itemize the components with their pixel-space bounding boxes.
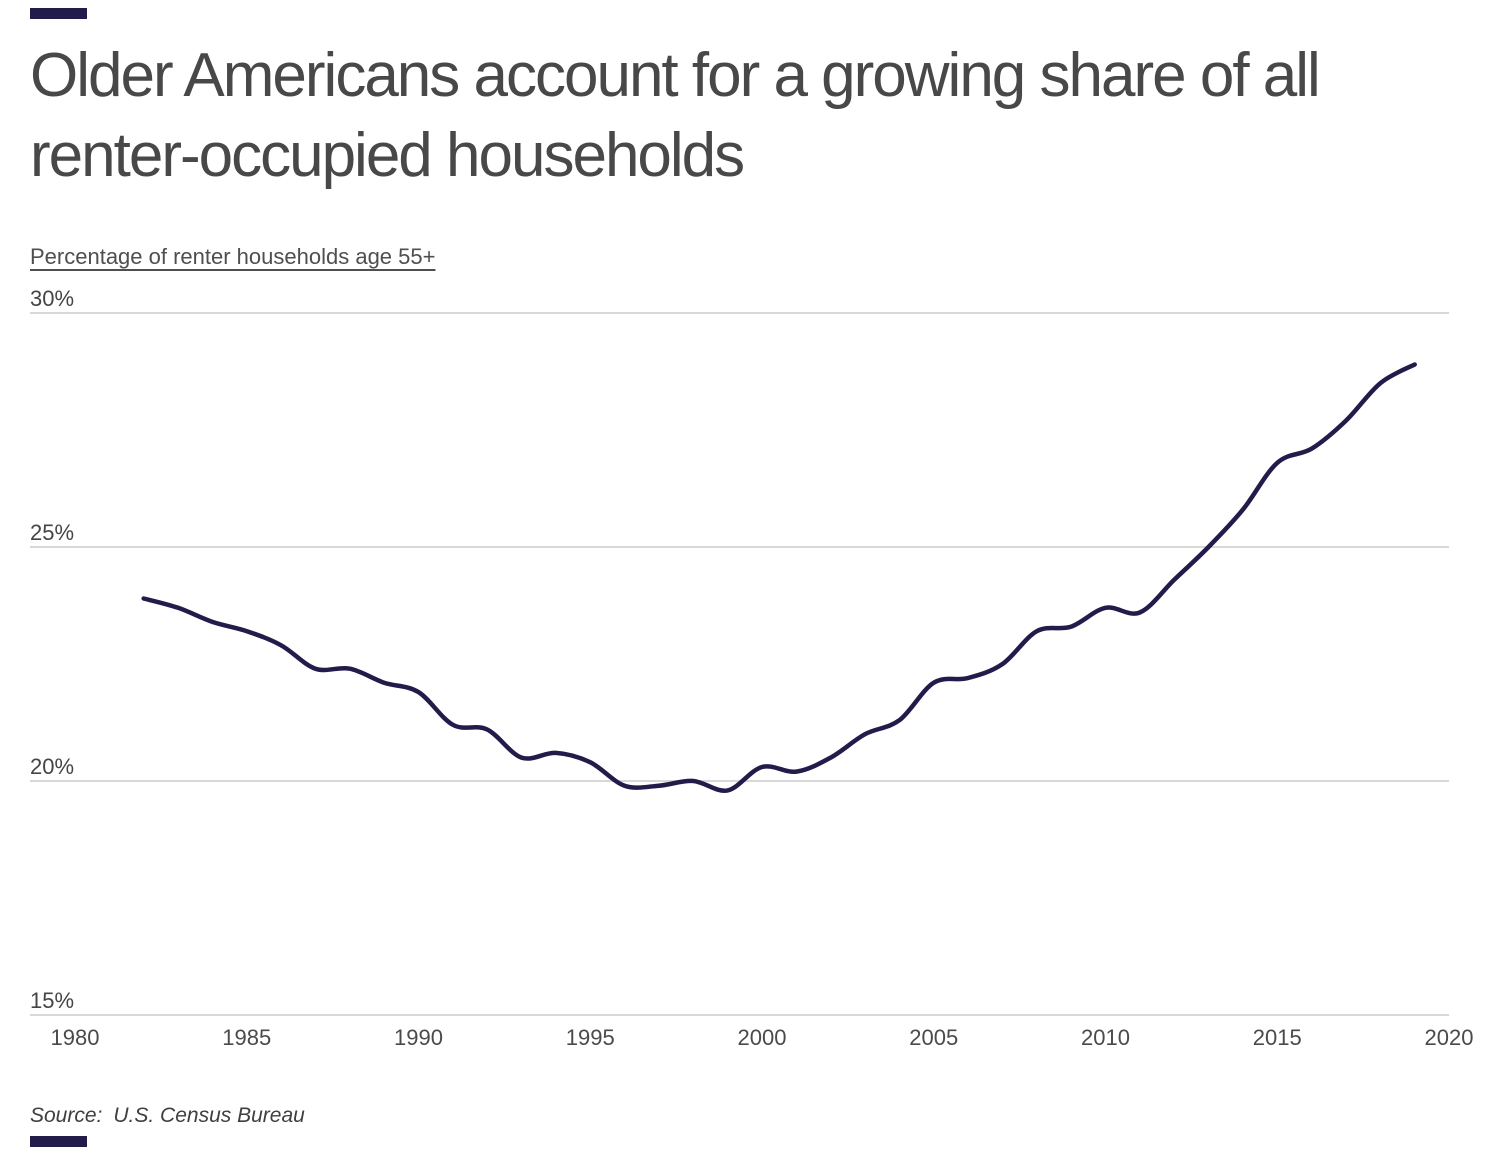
y-axis-tick-label: 30%: [30, 286, 75, 311]
x-axis-tick-label: 2005: [909, 1025, 959, 1050]
x-axis-tick-label: 1990: [394, 1025, 443, 1050]
y-axis-title: Percentage of renter households age 55+: [30, 244, 436, 269]
y-axis-tick-label: 15%: [30, 988, 75, 1013]
data-line-renters-55plus: [141, 362, 1417, 793]
chart-title-line-1: Older Americans account for a growing sh…: [30, 41, 1321, 110]
source-label: Source:: [30, 1104, 103, 1127]
source-value: U.S. Census Bureau: [113, 1104, 305, 1127]
chart-title: Older Americans account for a growing sh…: [30, 36, 1321, 196]
x-axis-tick-label: 2020: [1424, 1025, 1474, 1050]
x-axis-tick-label: 2015: [1252, 1025, 1302, 1050]
chart-title-line-2: renter-occupied households: [30, 121, 745, 190]
x-axis-tick-label: 2000: [737, 1025, 787, 1050]
y-axis-tick-label: 20%: [30, 754, 75, 779]
x-axis-tick-label: 1985: [222, 1025, 272, 1050]
y-axis-tick-label: 25%: [30, 520, 75, 545]
x-axis-tick-label: 2010: [1081, 1025, 1130, 1050]
x-axis-tick-label: 1995: [565, 1025, 615, 1050]
accent-bar-top: [30, 8, 87, 19]
accent-bar-bottom: [30, 1136, 87, 1147]
source-note: Source: U.S. Census Bureau: [30, 1104, 305, 1128]
x-axis-tick-label: 1980: [50, 1025, 100, 1050]
